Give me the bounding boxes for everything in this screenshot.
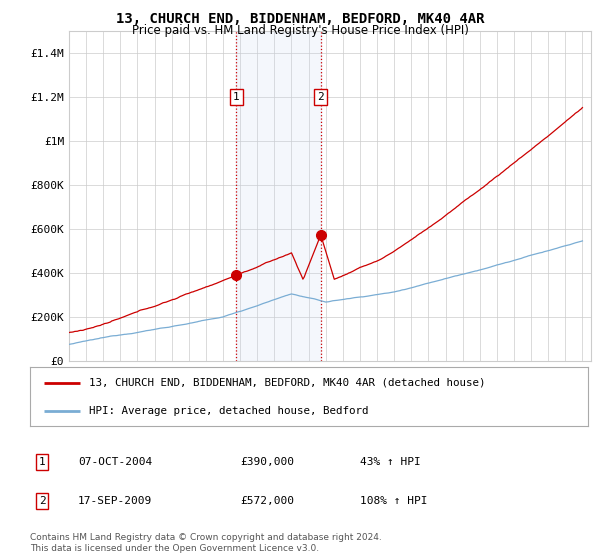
Text: 13, CHURCH END, BIDDENHAM, BEDFORD, MK40 4AR (detached house): 13, CHURCH END, BIDDENHAM, BEDFORD, MK40… [89,377,485,388]
Text: 07-OCT-2004: 07-OCT-2004 [78,457,152,467]
Text: 1: 1 [233,92,239,102]
Text: Price paid vs. HM Land Registry's House Price Index (HPI): Price paid vs. HM Land Registry's House … [131,24,469,37]
Text: 13, CHURCH END, BIDDENHAM, BEDFORD, MK40 4AR: 13, CHURCH END, BIDDENHAM, BEDFORD, MK40… [116,12,484,26]
Text: £572,000: £572,000 [240,496,294,506]
Text: Contains HM Land Registry data © Crown copyright and database right 2024.
This d: Contains HM Land Registry data © Crown c… [30,533,382,553]
Text: 2: 2 [317,92,324,102]
Bar [236,31,321,361]
Text: 1: 1 [38,457,46,467]
Text: 43% ↑ HPI: 43% ↑ HPI [360,457,421,467]
Text: HPI: Average price, detached house, Bedford: HPI: Average price, detached house, Bedf… [89,406,368,416]
Text: £390,000: £390,000 [240,457,294,467]
Text: 17-SEP-2009: 17-SEP-2009 [78,496,152,506]
Text: 2: 2 [38,496,46,506]
Text: 108% ↑ HPI: 108% ↑ HPI [360,496,427,506]
